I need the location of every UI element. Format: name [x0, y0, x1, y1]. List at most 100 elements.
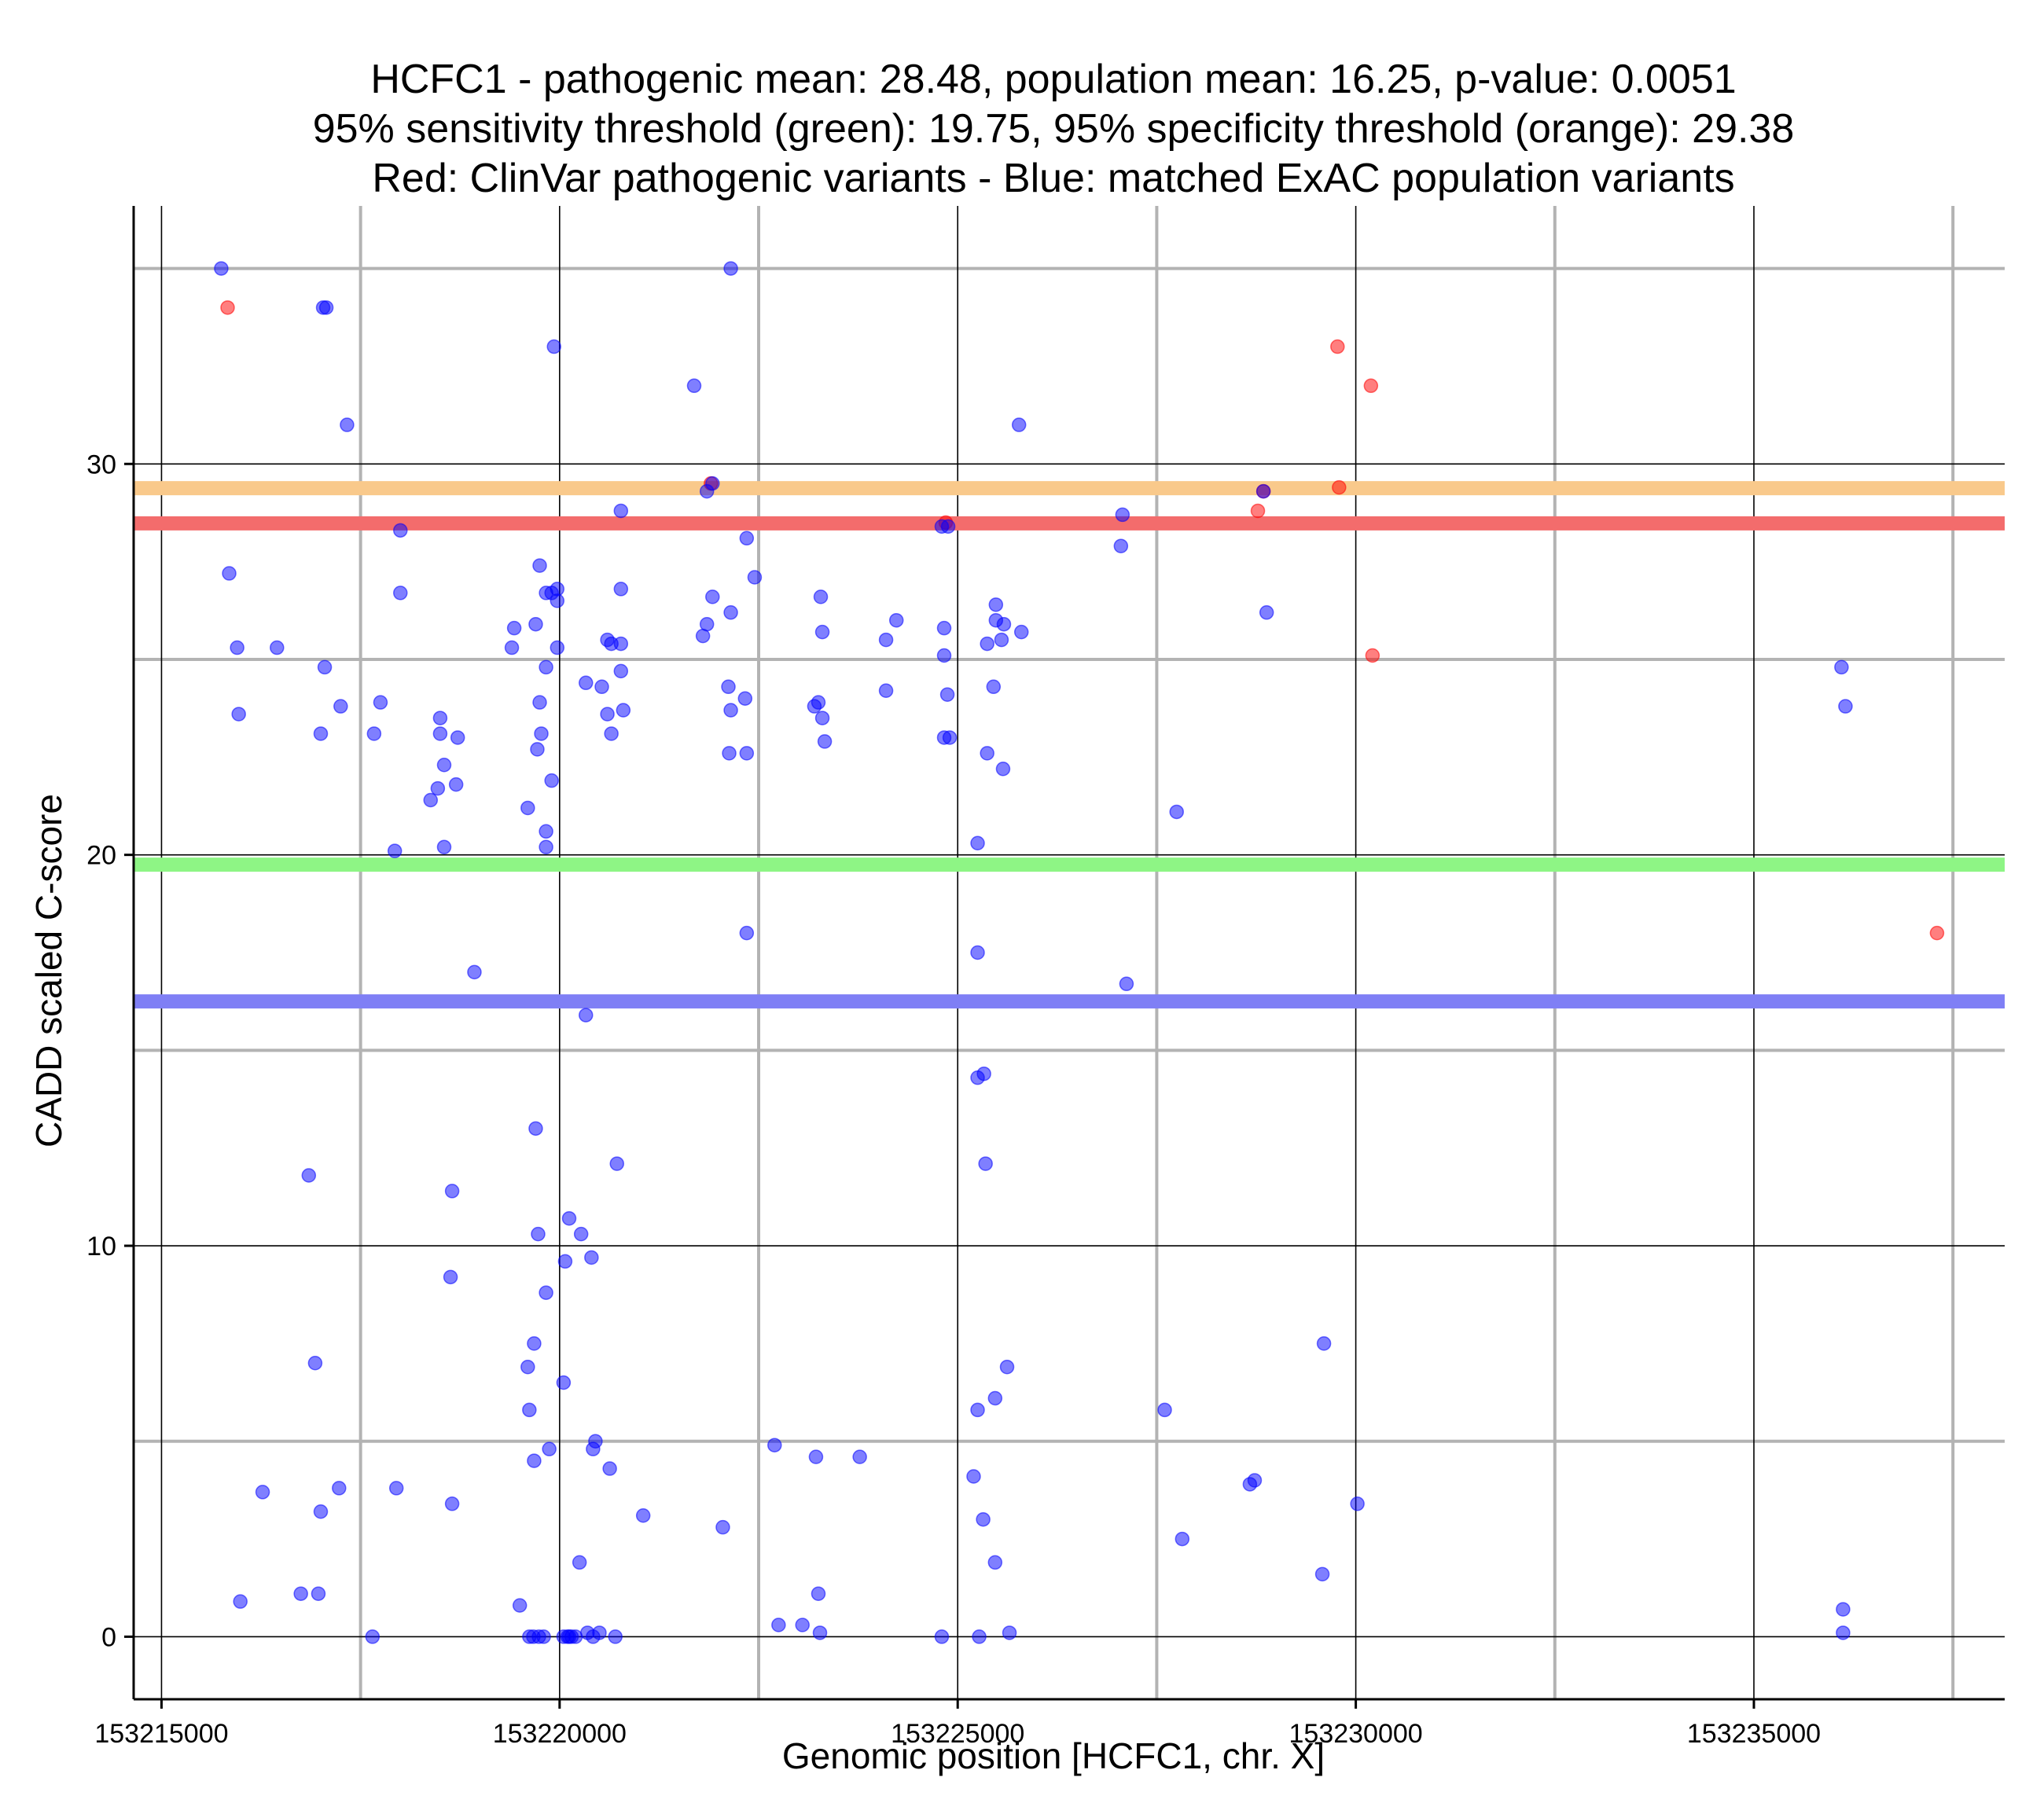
population-point — [608, 1629, 623, 1644]
population-point — [504, 640, 520, 655]
population-point — [980, 636, 994, 652]
population-point — [230, 640, 244, 655]
population-point — [695, 628, 711, 644]
population-point — [1255, 483, 1271, 499]
population-point — [436, 758, 452, 773]
population-point — [686, 378, 702, 394]
population-point — [512, 1598, 528, 1613]
population-point — [556, 1375, 572, 1390]
population-point — [970, 1402, 985, 1418]
population-point — [393, 586, 408, 600]
population-point — [1175, 1531, 1190, 1547]
population-point — [613, 663, 629, 679]
x-axis-label: Genomic position [HCFC1, chr. X] — [782, 1735, 1325, 1776]
population-point — [737, 691, 753, 706]
population-point — [532, 558, 547, 573]
population-point — [1169, 804, 1184, 820]
population-point — [1013, 624, 1029, 640]
population-point — [550, 640, 565, 655]
population-point — [313, 1504, 329, 1519]
population-point — [293, 1586, 308, 1601]
population-point — [723, 703, 738, 718]
y-tick-label: 20 — [86, 841, 116, 871]
population-point — [813, 589, 829, 604]
population-point — [976, 1511, 991, 1527]
population-point — [444, 1184, 460, 1199]
population-point — [594, 679, 609, 695]
population-point — [996, 616, 1012, 632]
population-point — [317, 659, 333, 675]
population-point — [542, 1441, 557, 1456]
population-point — [539, 839, 553, 854]
population-point — [986, 679, 1002, 695]
population-point — [604, 726, 619, 741]
population-point — [878, 683, 894, 699]
chart-title-line-2: 95% sensitivity threshold (green): 19.75… — [313, 106, 1795, 152]
population-point — [739, 746, 755, 761]
data-points — [214, 261, 1945, 1644]
population-point — [365, 1629, 380, 1644]
population-point — [423, 792, 439, 808]
population-point — [527, 1453, 542, 1468]
population-point — [723, 261, 738, 276]
population-point — [539, 1285, 553, 1300]
population-point — [721, 679, 736, 695]
population-point — [723, 605, 738, 620]
population-point — [995, 761, 1011, 777]
population-point — [602, 1461, 617, 1476]
population-point — [852, 1449, 867, 1464]
population-point — [739, 531, 755, 546]
population-point — [557, 1254, 573, 1269]
axis-ticks: 153215000 153220000 153225000 153230000 1532… — [86, 450, 1821, 1749]
minor-grid — [134, 206, 2005, 1699]
population-point — [448, 777, 464, 792]
population-point — [767, 1438, 782, 1452]
population-point — [1115, 507, 1130, 523]
population-point — [966, 1469, 981, 1484]
threshold-lines — [134, 481, 2005, 1009]
population-point — [584, 1250, 599, 1265]
x-tick-label: 153220000 — [493, 1719, 627, 1749]
population-point — [530, 742, 545, 757]
population-point — [811, 1586, 826, 1601]
population-point — [1157, 1402, 1172, 1418]
population-point — [722, 746, 737, 761]
population-point — [522, 1629, 537, 1644]
population-point — [443, 1269, 458, 1285]
population-point — [939, 687, 955, 702]
population-point — [635, 1507, 651, 1523]
population-point — [705, 476, 720, 491]
population-point — [613, 636, 629, 652]
population-point — [987, 1555, 1003, 1570]
population-point — [506, 620, 522, 636]
population-point — [520, 1359, 535, 1375]
population-point — [976, 1066, 991, 1081]
x-tick-label: 153225000 — [891, 1719, 1024, 1749]
population-point — [1002, 1625, 1017, 1640]
population-point — [436, 839, 452, 854]
population-point — [588, 1434, 603, 1449]
population-point — [313, 726, 329, 741]
population-point — [550, 593, 565, 608]
population-point — [936, 648, 952, 663]
population-point — [1834, 659, 1849, 675]
pathogenic-point — [1332, 479, 1347, 495]
population-point — [579, 1008, 594, 1023]
population-point — [366, 726, 382, 741]
population-point — [616, 703, 631, 718]
population-point — [561, 1210, 577, 1226]
population-point — [536, 1629, 551, 1644]
population-point — [613, 503, 629, 519]
population-point — [936, 620, 952, 636]
population-point — [771, 1618, 786, 1632]
population-point — [942, 730, 958, 745]
population-point — [231, 707, 246, 722]
population-point — [528, 1121, 543, 1137]
major-grid — [134, 206, 2005, 1699]
pathogenic-point — [1929, 925, 1945, 941]
population-point — [808, 1449, 824, 1464]
population-point — [531, 1226, 546, 1242]
population-point — [432, 726, 448, 741]
